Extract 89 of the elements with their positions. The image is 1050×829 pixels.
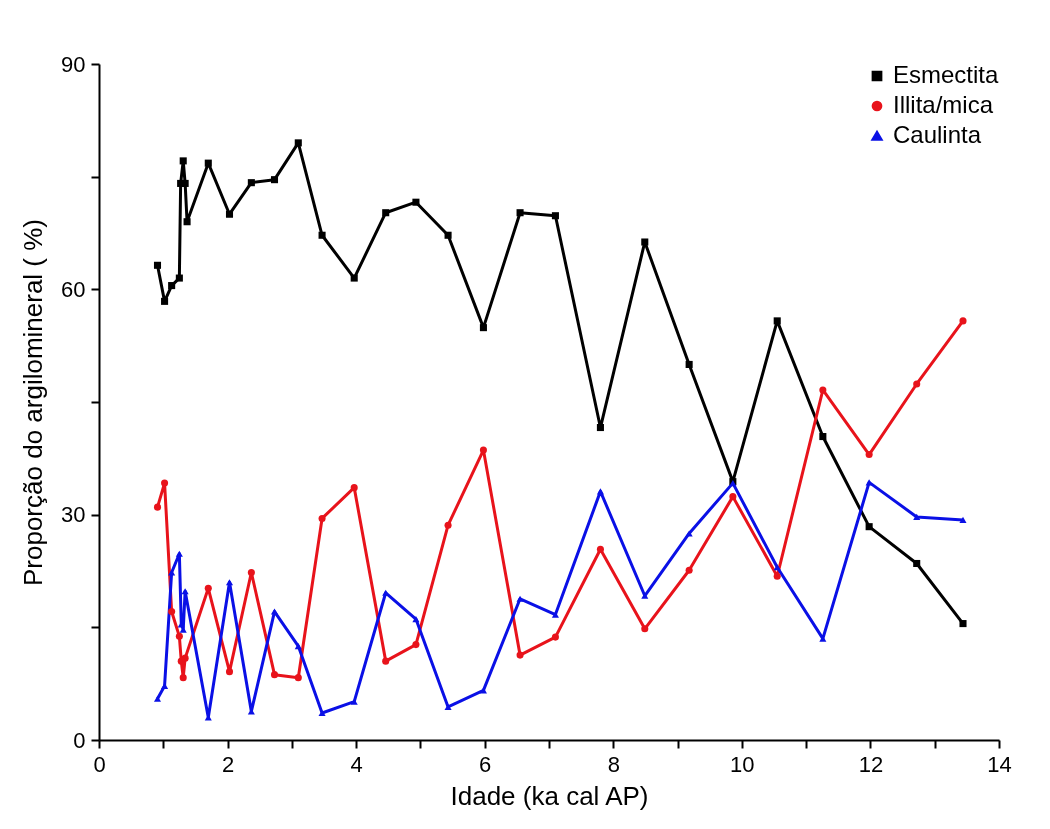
point — [225, 668, 234, 676]
point — [161, 479, 169, 487]
point — [382, 209, 390, 217]
point — [175, 274, 183, 282]
point — [913, 559, 921, 568]
point — [168, 608, 176, 616]
point — [444, 521, 452, 529]
point — [913, 380, 921, 388]
point — [959, 620, 967, 628]
point — [412, 616, 420, 623]
point — [247, 179, 255, 187]
point — [412, 641, 420, 649]
point — [865, 451, 873, 459]
point — [179, 674, 187, 682]
point — [685, 360, 693, 368]
point — [551, 611, 559, 618]
point — [412, 198, 420, 206]
legend-label: Illita/mica — [893, 91, 994, 118]
x-tick-label: 4 — [350, 751, 363, 777]
point — [479, 324, 487, 332]
y-tick-label: 0 — [73, 727, 86, 753]
point — [516, 651, 524, 659]
point — [913, 513, 921, 520]
y-tick-label: 30 — [61, 502, 86, 528]
x-tick-label: 14 — [987, 751, 1012, 777]
point — [641, 238, 649, 246]
point — [294, 139, 302, 147]
point — [516, 209, 524, 217]
point — [350, 698, 358, 705]
y-axis-title: Proporção do argilomineral ( %) — [18, 218, 49, 587]
point — [168, 282, 176, 290]
point — [225, 210, 234, 218]
point — [641, 625, 649, 633]
point — [294, 674, 302, 682]
point — [596, 424, 604, 432]
point — [318, 231, 326, 239]
y-tick-label: 60 — [61, 276, 86, 302]
x-tick-label: 0 — [93, 751, 106, 777]
point — [161, 297, 169, 305]
point — [153, 695, 162, 702]
point — [175, 550, 183, 557]
point — [294, 643, 302, 650]
x-tick-label: 12 — [858, 751, 884, 777]
x-axis-title: Idade (ka cal AP) — [450, 780, 649, 811]
point — [773, 317, 781, 325]
point — [819, 386, 827, 394]
x-tick-label: 6 — [479, 751, 492, 777]
x-tick-label: 2 — [221, 751, 235, 777]
point — [551, 212, 559, 220]
point — [729, 493, 737, 501]
point — [596, 545, 604, 553]
point — [247, 568, 255, 577]
point — [350, 274, 358, 282]
point — [551, 633, 559, 641]
point — [479, 446, 487, 454]
point — [516, 595, 524, 602]
point — [168, 569, 176, 576]
point — [225, 579, 234, 586]
legend-label: Esmectita — [893, 61, 1000, 88]
x-tick-label: 10 — [730, 751, 755, 777]
point — [270, 671, 279, 679]
point — [183, 218, 191, 226]
point — [204, 584, 212, 592]
point — [685, 566, 693, 574]
point — [959, 317, 967, 325]
point — [270, 176, 279, 184]
point — [865, 523, 873, 531]
point — [153, 261, 162, 269]
point — [153, 503, 162, 511]
point — [444, 703, 452, 711]
point — [204, 159, 212, 167]
point — [181, 654, 189, 662]
point — [773, 564, 781, 571]
legend-label: Caulinta — [893, 121, 982, 148]
point — [685, 530, 693, 537]
point — [181, 179, 189, 187]
point — [773, 572, 781, 580]
point — [270, 608, 279, 615]
x-tick-label: 8 — [607, 751, 620, 777]
point — [179, 157, 187, 165]
point — [318, 514, 326, 522]
point — [175, 632, 183, 640]
point — [819, 433, 827, 441]
point — [318, 709, 326, 717]
point — [959, 516, 967, 523]
point — [382, 657, 390, 665]
y-tick-label: 90 — [61, 51, 86, 77]
point — [350, 484, 358, 492]
point — [444, 231, 452, 239]
